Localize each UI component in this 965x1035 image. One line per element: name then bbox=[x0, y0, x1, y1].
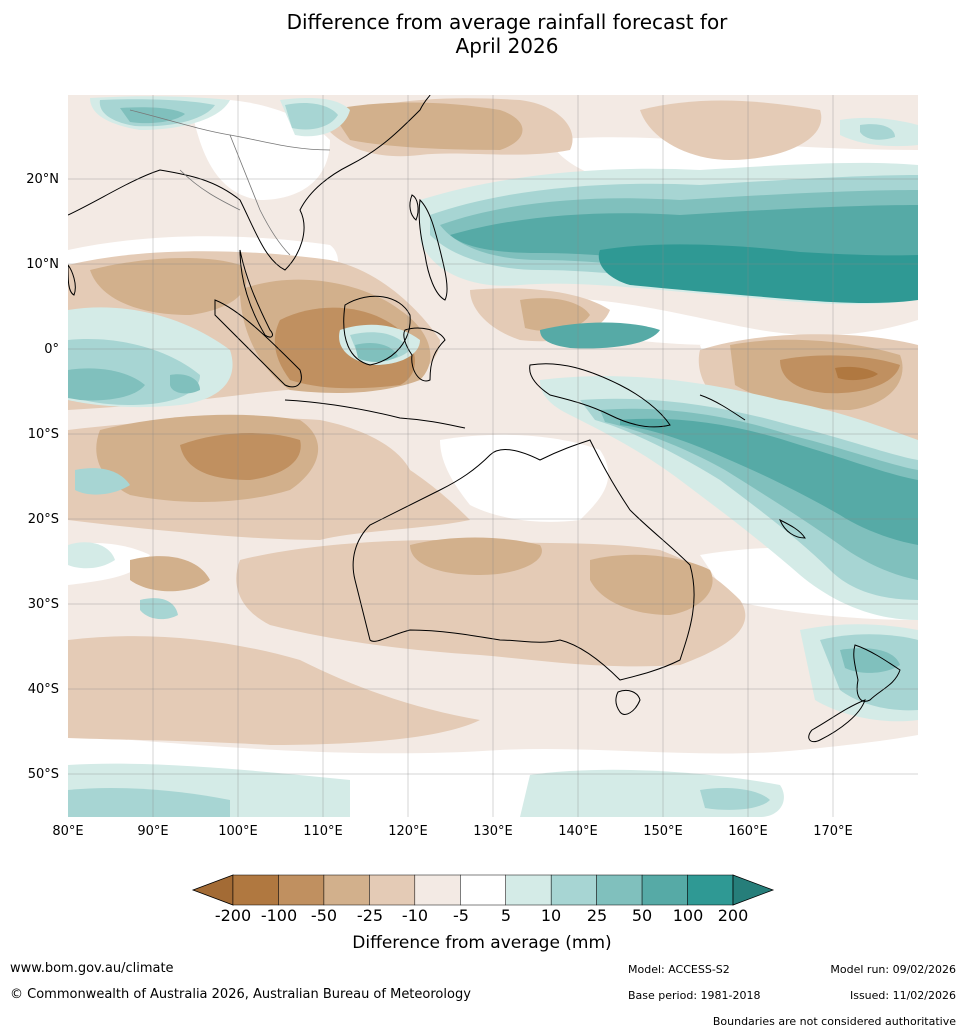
colorbar-tick-label: 10 bbox=[540, 906, 562, 925]
australia-coastline bbox=[352, 439, 695, 681]
website-link[interactable]: www.bom.gov.au/climate bbox=[10, 961, 174, 976]
colorbar-tick-label: 100 bbox=[672, 906, 704, 925]
title-line-2: April 2026 bbox=[455, 34, 559, 58]
sri-lanka-coastline bbox=[68, 264, 76, 296]
sumatra-coastline bbox=[214, 299, 302, 388]
colorbar-tick-label: 25 bbox=[586, 906, 608, 925]
lat-label: 0° bbox=[44, 342, 59, 357]
latitude-labels: 20°N 10°N 0° 10°S 20°S 30°S 40°S 50°S bbox=[26, 172, 59, 782]
colorbar-tick-label: -10 bbox=[401, 906, 429, 925]
lon-label: 130°E bbox=[473, 824, 513, 839]
colorbar-tick-label: -5 bbox=[453, 906, 469, 925]
colorbar-title: Difference from average (mm) bbox=[352, 933, 612, 953]
colorbar-tick-label: -50 bbox=[310, 906, 338, 925]
colorbar-swatch bbox=[369, 874, 416, 906]
nz-south-island bbox=[808, 699, 866, 743]
colorbar-tick-label: -200 bbox=[214, 906, 252, 925]
colorbar-extend-high bbox=[732, 874, 775, 906]
colorbar-swatch bbox=[460, 874, 506, 906]
taiwan-coastline bbox=[409, 194, 419, 221]
colorbar-tick-label: -100 bbox=[260, 906, 298, 925]
colorbar-swatch bbox=[278, 874, 325, 906]
tasmania-coastline bbox=[615, 689, 641, 715]
java-coastline bbox=[284, 399, 466, 429]
malay-peninsula-coastline bbox=[239, 249, 273, 338]
colorbar-swatch bbox=[687, 874, 734, 906]
colorbar-swatch bbox=[505, 874, 552, 906]
lon-label: 110°E bbox=[303, 824, 343, 839]
map-area bbox=[68, 95, 918, 817]
issued-text: Issued: 11/02/2026 bbox=[849, 989, 956, 1002]
dry-extreme-regions bbox=[835, 366, 878, 381]
colorbar-swatch bbox=[232, 874, 279, 906]
new-guinea-coastline bbox=[529, 363, 671, 428]
colorbar-tick-label: -25 bbox=[356, 906, 384, 925]
asia-coastline bbox=[68, 95, 431, 271]
solomon-islands-coastline bbox=[699, 394, 746, 421]
lon-label: 100°E bbox=[218, 824, 258, 839]
lat-label: 50°S bbox=[28, 767, 59, 782]
coastlines bbox=[68, 95, 901, 743]
nz-north-island bbox=[853, 644, 901, 702]
graticule bbox=[68, 95, 918, 817]
sulawesi-coastline bbox=[403, 327, 446, 382]
longitude-labels: 80°E 90°E 100°E 110°E 120°E 130°E 140°E … bbox=[52, 824, 852, 839]
disclaimer-text: Boundaries are not considered authoritat… bbox=[712, 1015, 956, 1028]
lat-label: 10°N bbox=[26, 257, 59, 272]
base-period-text: Base period: 1981-2018 bbox=[628, 989, 761, 1002]
lat-label: 30°S bbox=[28, 597, 59, 612]
borneo-coastline bbox=[343, 295, 411, 366]
colorbar-tick-label: 5 bbox=[500, 906, 512, 925]
lat-label: 10°S bbox=[28, 427, 59, 442]
colorbar-swatch bbox=[596, 874, 643, 906]
colorbar bbox=[191, 874, 775, 906]
lon-label: 140°E bbox=[558, 824, 598, 839]
wet-extreme-regions bbox=[598, 244, 918, 304]
lon-label: 160°E bbox=[728, 824, 768, 839]
colorbar-swatch bbox=[323, 874, 370, 906]
colorbar-tick-label: 50 bbox=[631, 906, 653, 925]
map-title: Difference from average rainfall forecas… bbox=[0, 10, 965, 58]
model-text: Model: ACCESS-S2 bbox=[628, 963, 730, 976]
colorbar-swatch bbox=[550, 874, 597, 906]
lon-label: 80°E bbox=[52, 824, 83, 839]
new-caledonia-coastline bbox=[779, 518, 806, 539]
lat-label: 40°S bbox=[28, 682, 59, 697]
lat-label: 20°N bbox=[26, 172, 59, 187]
lon-label: 170°E bbox=[813, 824, 853, 839]
colorbar-swatch bbox=[414, 874, 461, 906]
copyright-text: © Commonwealth of Australia 2026, Austra… bbox=[10, 987, 471, 1002]
country-borders bbox=[129, 109, 331, 256]
lon-label: 120°E bbox=[388, 824, 428, 839]
model-run-text: Model run: 09/02/2026 bbox=[830, 963, 956, 976]
lat-label: 20°S bbox=[28, 512, 59, 527]
title-line-1: Difference from average rainfall forecas… bbox=[286, 10, 728, 34]
colorbar-extend-low bbox=[191, 874, 234, 906]
colorbar-swatch bbox=[641, 874, 688, 906]
colorbar-tick-label: 200 bbox=[717, 906, 749, 925]
lon-label: 90°E bbox=[137, 824, 168, 839]
philippines-coastline bbox=[418, 198, 448, 301]
lon-label: 150°E bbox=[643, 824, 683, 839]
